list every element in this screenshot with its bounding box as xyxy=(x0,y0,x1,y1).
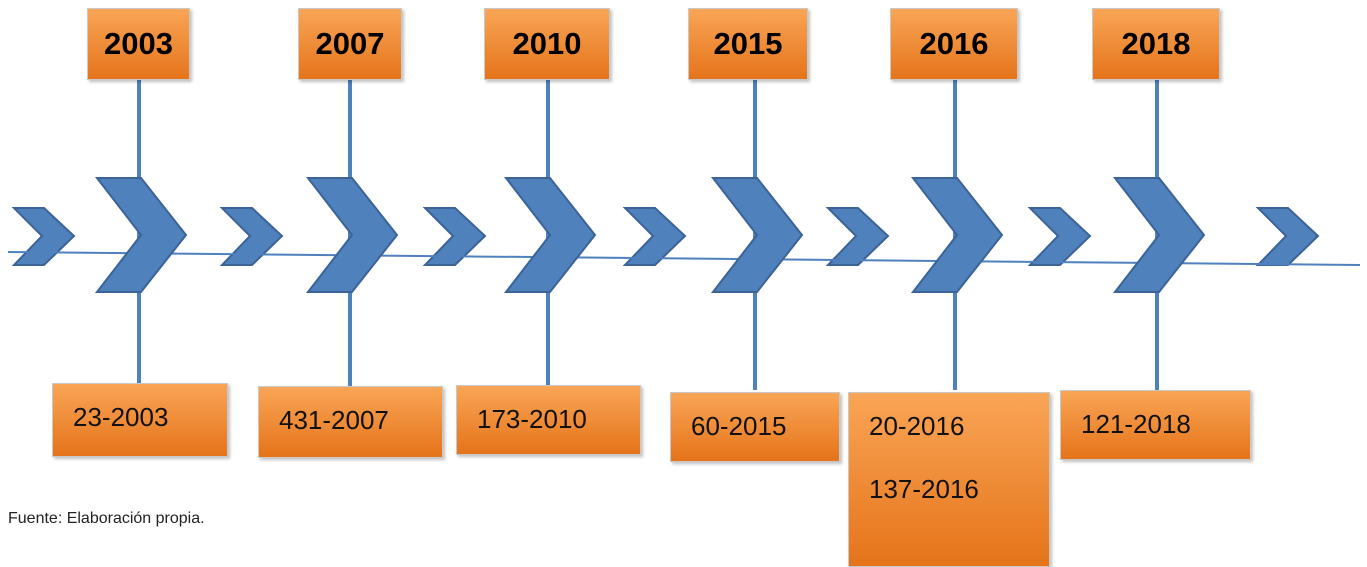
item-box: 431-2007 xyxy=(258,386,443,458)
year-box: 2018 xyxy=(1092,8,1220,80)
chevron xyxy=(94,177,188,293)
chevron xyxy=(503,177,597,293)
item-label: 173-2010 xyxy=(477,404,587,434)
timeline-axis xyxy=(7,251,1361,266)
year-box: 2007 xyxy=(298,8,402,80)
item-label: 60-2015 xyxy=(691,411,787,441)
chevron xyxy=(305,177,399,293)
chevron xyxy=(1112,177,1206,293)
small-chevron xyxy=(1027,207,1092,266)
item-label: 137-2016 xyxy=(869,474,979,504)
small-chevron xyxy=(1255,207,1320,266)
year-box: 2015 xyxy=(688,8,808,80)
item-box: 23-2003 xyxy=(52,383,228,457)
item-box: 20-2016 137-2016 xyxy=(848,392,1050,567)
item-label: 121-2018 xyxy=(1081,409,1191,439)
chevron xyxy=(710,177,804,293)
item-label: 20-2016 xyxy=(869,411,965,441)
small-chevron xyxy=(11,207,76,266)
small-chevron xyxy=(422,207,487,266)
small-chevron xyxy=(825,207,890,266)
item-label: 431-2007 xyxy=(279,405,389,435)
item-box: 60-2015 xyxy=(670,392,840,462)
source-note: Fuente: Elaboración propia. xyxy=(8,510,205,527)
item-box: 173-2010 xyxy=(456,385,641,455)
year-box: 2003 xyxy=(87,8,190,80)
small-chevron xyxy=(219,207,284,266)
item-box: 121-2018 xyxy=(1060,390,1251,460)
year-box: 2010 xyxy=(484,8,610,80)
item-label: 23-2003 xyxy=(73,402,169,432)
year-box: 2016 xyxy=(890,8,1018,80)
small-chevron xyxy=(622,207,687,266)
chevron xyxy=(910,177,1004,293)
